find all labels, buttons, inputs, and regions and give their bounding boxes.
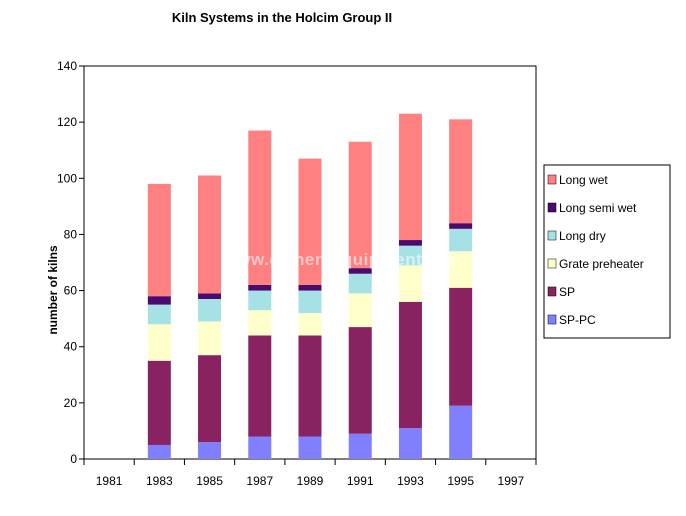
legend-label: Long semi wet (559, 201, 637, 215)
bar-segment (298, 290, 322, 314)
bar-segment (147, 183, 171, 297)
bar-segment (248, 130, 272, 285)
bar-segment (248, 310, 272, 336)
bar-segment (248, 335, 272, 437)
legend-label: SP-PC (559, 313, 596, 327)
legend-label: SP (559, 285, 575, 299)
y-tick-label: 120 (57, 115, 77, 129)
y-axis-label: number of kilns (46, 245, 60, 335)
bar-segment (298, 436, 322, 459)
bar-segment (147, 444, 171, 459)
legend-swatch (547, 286, 557, 297)
bar-segment (198, 321, 222, 356)
y-tick-label: 80 (64, 227, 78, 241)
x-tick-label: 1987 (246, 474, 273, 488)
legend-swatch (547, 230, 557, 241)
legend-swatch (547, 314, 557, 325)
bar-segment (398, 245, 422, 266)
bar-segment (198, 298, 222, 322)
y-tick-label: 0 (70, 452, 77, 466)
bar-segment (298, 335, 322, 437)
bar-segment (198, 175, 222, 294)
watermark-text: www.cementequipment.org (223, 250, 457, 269)
bar-segment (348, 141, 372, 269)
bar-segment (449, 119, 473, 224)
bar-segment (298, 313, 322, 336)
x-tick-label: 1989 (297, 474, 324, 488)
plot-area: 0 20 40 60 80 100 120 140 1981 1983 1985 1987 1989 19… (57, 59, 537, 488)
bar-segment (449, 228, 473, 252)
bar-segment (398, 301, 422, 429)
bar-segment (248, 284, 272, 291)
bar-segment (398, 113, 422, 241)
x-tick-label: 1993 (397, 474, 424, 488)
y-tick-label: 20 (64, 396, 78, 410)
bar-segment (449, 251, 473, 288)
legend: Long wet Long semi wet Long dry Grate prehe… (543, 164, 671, 339)
x-tick-label: 1991 (347, 474, 374, 488)
bar-segment (198, 442, 222, 459)
y-tick-label: 40 (64, 340, 78, 354)
bar-segment (449, 223, 473, 229)
legend-swatch (547, 202, 557, 213)
bar-segment (147, 304, 171, 325)
legend-label: Long dry (559, 229, 606, 243)
legend-swatch (547, 174, 557, 185)
bar-segment (348, 433, 372, 459)
y-tick-label: 60 (64, 284, 78, 298)
bar-segment (248, 436, 272, 459)
bar-segment (398, 428, 422, 459)
bar-segment (147, 324, 171, 361)
bar-segment (449, 405, 473, 459)
bar-segment (348, 273, 372, 294)
x-tick-label: 1981 (96, 474, 123, 488)
x-tick-label: 1983 (146, 474, 173, 488)
bar-segment (198, 355, 222, 443)
bar-segment (348, 293, 372, 328)
chart-title: Kiln Systems in the Holcim Group II (172, 10, 392, 25)
legend-swatch (547, 258, 557, 269)
bar-segment (147, 360, 171, 445)
legend-box (543, 164, 671, 339)
bar-segment (398, 265, 422, 302)
bar-segment (449, 287, 473, 406)
bar-segment (298, 158, 322, 285)
x-tick-label: 1995 (447, 474, 474, 488)
y-tick-label: 140 (57, 59, 77, 73)
bar-segment (147, 296, 171, 305)
bar-segment (198, 293, 222, 299)
bar-segment (348, 327, 372, 434)
x-tick-label: 1985 (196, 474, 223, 488)
bar-segment (298, 284, 322, 291)
x-tick-label: 1997 (498, 474, 525, 488)
legend-label: Long wet (559, 173, 608, 187)
bar-segment (348, 268, 372, 274)
bar-segment (398, 240, 422, 246)
bar-segment (248, 290, 272, 311)
legend-label: Grate preheater (559, 257, 644, 271)
y-tick-label: 100 (57, 171, 77, 185)
